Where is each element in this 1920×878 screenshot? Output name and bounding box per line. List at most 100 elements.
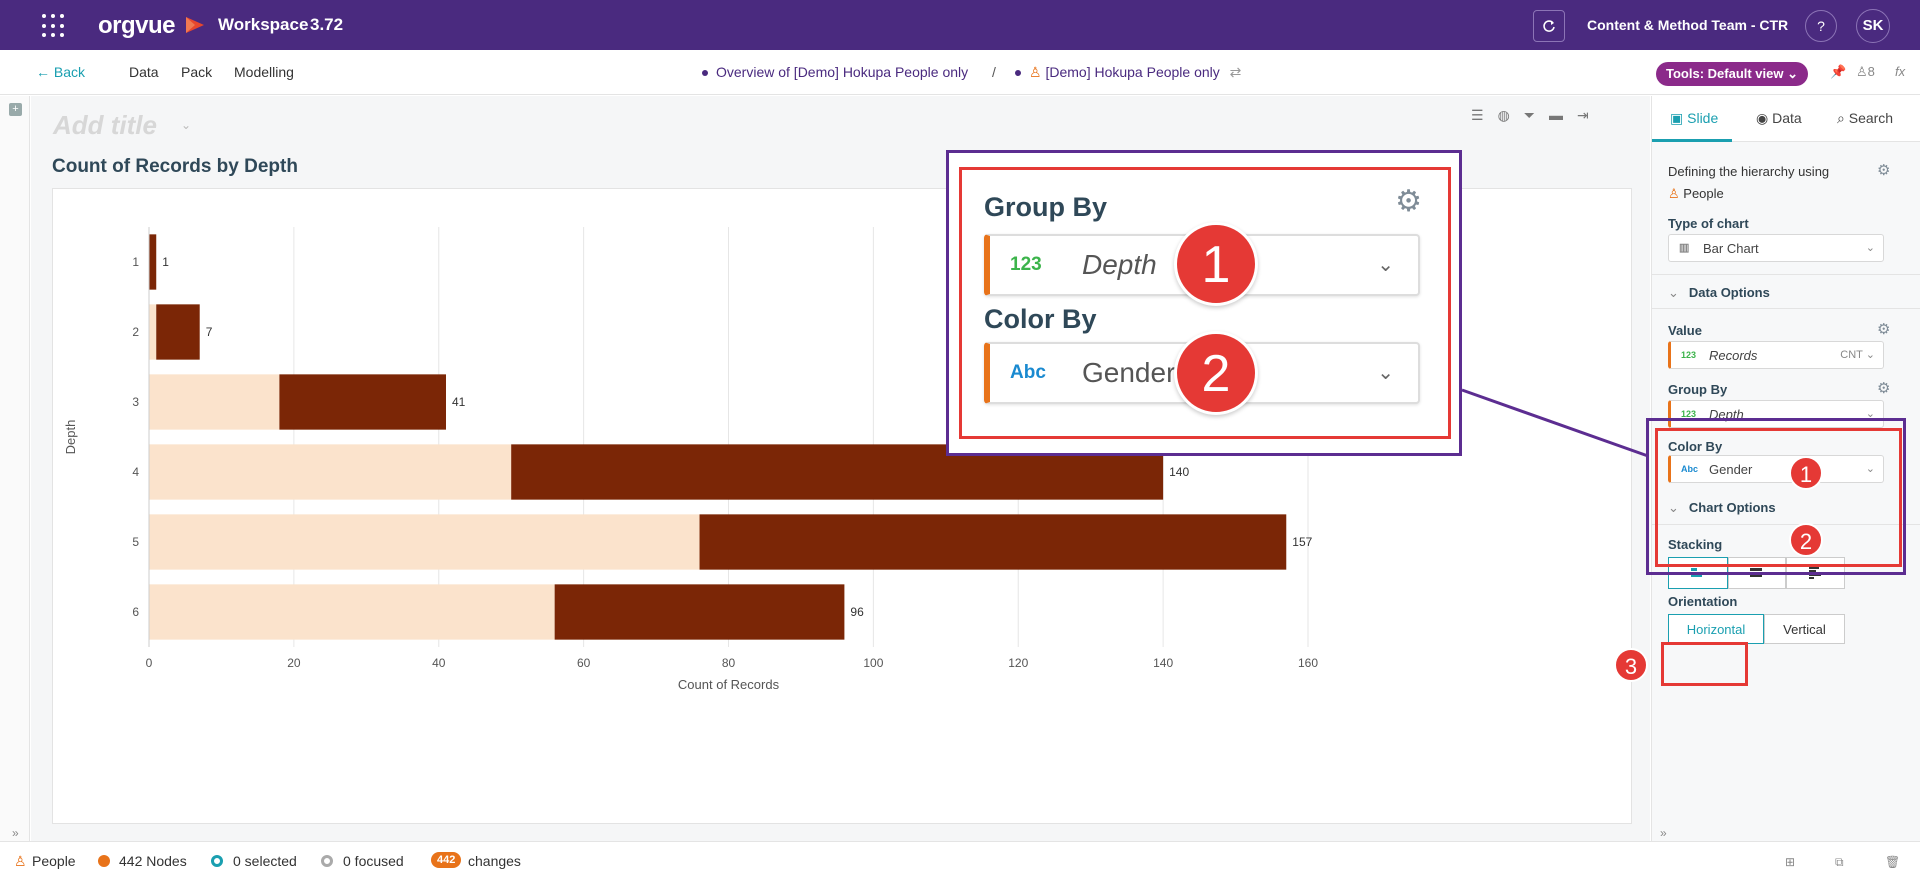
status-selected[interactable]: 0 selected <box>233 853 297 869</box>
status-bar: ♙ People 442 Nodes 0 selected 0 focused … <box>0 841 1920 878</box>
status-dataset[interactable]: People <box>32 853 76 869</box>
tools-view-label: Tools: Default view <box>1666 66 1784 81</box>
formula-icon[interactable]: fx <box>1895 64 1906 79</box>
chevron-down-icon[interactable]: ⌄ <box>181 118 192 132</box>
data-label: 140 <box>1169 465 1189 479</box>
orientation-label: Orientation <box>1668 594 1738 609</box>
nav-modelling[interactable]: Modelling <box>234 64 294 80</box>
team-name[interactable]: Content & Method Team - CTR <box>1587 17 1789 33</box>
chart-options-section[interactable]: ⌄ Chart Options <box>1668 500 1776 516</box>
data-label: 96 <box>850 605 864 619</box>
nav-pack[interactable]: Pack <box>181 64 213 80</box>
changes-count-badge[interactable]: 442 <box>431 852 462 868</box>
add-slide-icon[interactable]: ⊞ <box>1785 855 1796 869</box>
x-tick-label: 20 <box>287 656 301 670</box>
text-type-icon: Abc <box>1010 362 1046 383</box>
focused-icon <box>321 855 333 867</box>
group-by-label: Group By <box>1668 382 1728 397</box>
tab-search[interactable]: ⌕ Search <box>1837 110 1893 127</box>
divider <box>1652 308 1920 309</box>
color-by-select[interactable]: Abc Gender ⌄ <box>1668 455 1884 483</box>
text-type-icon: Abc <box>1681 464 1699 474</box>
nav-data[interactable]: Data <box>129 64 159 80</box>
tab-data[interactable]: ◉ Data <box>1756 110 1802 127</box>
dot-icon <box>1015 70 1021 77</box>
add-slide-icon[interactable]: + <box>9 103 22 116</box>
group-by-select[interactable]: 123 Depth ⌄ <box>1668 400 1884 428</box>
orientation-horizontal-button[interactable]: Horizontal <box>1668 614 1764 644</box>
callout-group-by-value: Depth <box>1082 249 1157 280</box>
breadcrumb-dataset[interactable]: ♙ [Demo] Hokupa People only ⇄ <box>1015 64 1241 81</box>
tools-view-dropdown[interactable]: Tools: Default view ⌄ <box>1656 62 1809 86</box>
data-options-section[interactable]: ⌄ Data Options <box>1668 285 1770 301</box>
hierarchy-value[interactable]: ♙ People <box>1668 186 1724 202</box>
breadcrumb-overview[interactable]: Overview of [Demo] Hokupa People only <box>702 64 968 80</box>
list-icon[interactable]: ☰ <box>1471 107 1484 123</box>
orientation-vertical-button[interactable]: Vertical <box>1764 614 1845 644</box>
y-axis-label: Depth <box>63 420 78 455</box>
tab-search-label: Search <box>1848 110 1894 126</box>
palette-icon[interactable]: ◍ <box>1497 107 1510 123</box>
grouped-bars-icon <box>1808 567 1821 579</box>
chevron-down-icon: ⌄ <box>1787 66 1799 81</box>
value-label: Value <box>1668 323 1702 338</box>
add-title-input[interactable]: Add title <box>53 110 157 140</box>
app-launcher-icon[interactable] <box>42 14 66 38</box>
expand-right-icon[interactable]: » <box>1660 826 1667 840</box>
x-tick-label: 140 <box>1153 656 1173 670</box>
callout-color-by-label: Color By <box>984 304 1097 334</box>
sync-button[interactable] <box>1533 10 1565 42</box>
pin-icon[interactable]: 📌 <box>1830 64 1847 79</box>
bar-segment <box>279 374 446 430</box>
duplicate-icon[interactable]: ⧉ <box>1835 855 1844 869</box>
users-count[interactable]: ♙8 <box>1856 64 1875 80</box>
x-tick-label: 160 <box>1298 656 1318 670</box>
export-icon[interactable]: ⇥ <box>1576 107 1589 123</box>
user-avatar[interactable]: SK <box>1856 9 1890 43</box>
status-focused[interactable]: 0 focused <box>343 853 404 869</box>
value-field-name: Records <box>1709 348 1758 363</box>
gear-icon[interactable]: ⚙ <box>1877 321 1891 338</box>
divider <box>1652 524 1920 525</box>
orgvue-logo[interactable]: orgvue <box>98 12 176 39</box>
chart-type-select[interactable]: ▥ Bar Chart ⌄ <box>1668 234 1884 262</box>
hierarchy-value-label: People <box>1683 186 1724 201</box>
bar-segment <box>149 514 700 570</box>
filter-icon[interactable]: ⏷ <box>1523 107 1535 123</box>
bar-segment <box>149 444 512 500</box>
selected-icon <box>211 855 223 867</box>
expand-left-icon[interactable]: » <box>12 826 19 840</box>
swap-icon[interactable]: ⇄ <box>1229 64 1242 80</box>
status-changes[interactable]: changes <box>468 853 521 869</box>
data-label: 157 <box>1292 535 1312 549</box>
status-nodes[interactable]: 442 Nodes <box>119 853 187 869</box>
aggregation-select[interactable]: CNT ⌄ <box>1840 349 1875 361</box>
stacked-bars-icon <box>1691 568 1702 577</box>
gear-icon[interactable]: ⚙ <box>1877 162 1891 179</box>
trash-icon[interactable]: 🗑 <box>1885 855 1901 869</box>
x-tick-label: 80 <box>722 656 736 670</box>
tab-slide[interactable]: ▣ Slide <box>1670 110 1718 127</box>
x-tick-label: 100 <box>863 656 883 670</box>
comment-icon[interactable]: ▬ <box>1548 107 1563 123</box>
back-link[interactable]: ← Back <box>36 64 85 80</box>
help-button[interactable]: ? <box>1805 10 1837 42</box>
chevron-down-icon: ⌄ <box>1668 285 1679 300</box>
workspace-title: Workspace <box>218 15 309 34</box>
expanded-bars-icon <box>1750 568 1762 577</box>
aggregation-label: CNT <box>1840 349 1863 361</box>
person-icon: ♙ <box>1029 64 1046 80</box>
breadcrumb-overview-label: Overview of [Demo] Hokupa People only <box>716 64 969 80</box>
data-label: 1 <box>162 255 169 269</box>
chart-toolbar: ☰ ◍ ⏷ ▬ ⇥ <box>1471 107 1589 124</box>
gear-icon[interactable]: ⚙ <box>1877 380 1891 397</box>
callout-highlight: Group By ⚙ 123 Depth ⌄ Color By Abc Gend… <box>959 167 1451 439</box>
number-type-icon: 123 <box>1010 254 1042 275</box>
search-icon: ⌕ <box>1837 110 1849 126</box>
database-icon: ◉ <box>1756 110 1773 126</box>
callout-badge-2: 2 <box>1174 331 1258 415</box>
chevron-down-icon: ⌄ <box>1865 463 1875 475</box>
chevron-down-icon: ⌄ <box>1865 242 1875 254</box>
refresh-icon <box>1543 20 1555 32</box>
value-field[interactable]: 123 Records CNT ⌄ <box>1668 341 1884 369</box>
